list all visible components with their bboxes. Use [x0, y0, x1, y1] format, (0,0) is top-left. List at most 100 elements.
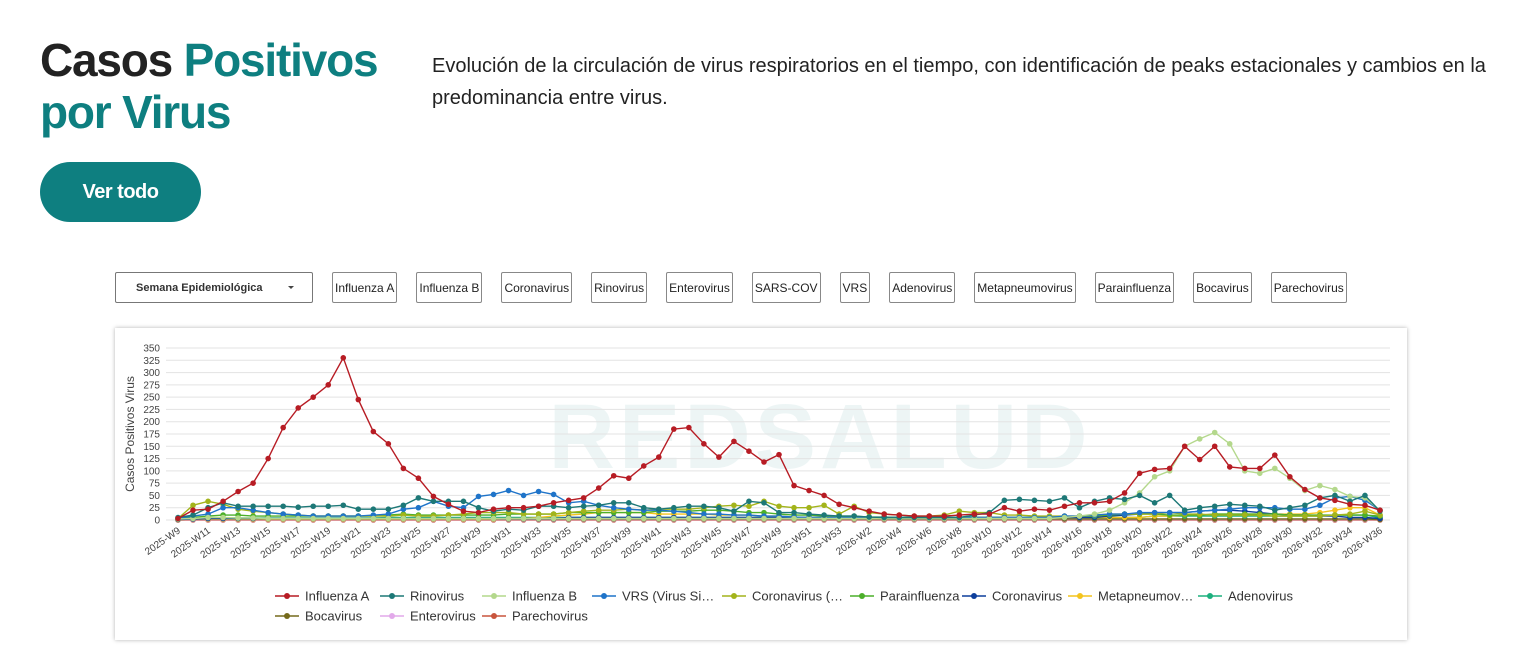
data-point: [1302, 486, 1308, 493]
data-point: [1121, 490, 1128, 496]
data-point: [791, 504, 797, 511]
filter-button[interactable]: Rinovirus: [591, 272, 648, 303]
data-point: [205, 506, 211, 512]
legend-label: Parechovirus: [512, 609, 588, 624]
data-point: [415, 495, 422, 501]
data-point: [686, 424, 692, 431]
data-point: [445, 501, 452, 508]
data-point: [1136, 492, 1143, 499]
data-point: [460, 498, 467, 505]
y-tick-label: 100: [143, 466, 160, 477]
data-point: [250, 507, 256, 513]
data-point: [1136, 470, 1143, 477]
data-point: [205, 498, 211, 505]
filter-button[interactable]: Bocavirus: [1193, 272, 1252, 303]
data-point: [656, 454, 662, 460]
filter-button[interactable]: Influenza A: [332, 272, 398, 303]
data-point: [490, 506, 497, 512]
data-point: [806, 487, 812, 494]
view-all-button[interactable]: Ver todo: [40, 162, 201, 222]
data-point: [265, 509, 271, 516]
data-point: [746, 515, 752, 522]
data-point: [1106, 511, 1113, 517]
data-point: [610, 500, 617, 506]
data-point: [280, 511, 286, 517]
data-point: [265, 503, 271, 510]
data-point: [565, 497, 572, 504]
legend-swatch: [491, 593, 497, 599]
data-point: [595, 515, 602, 522]
data-point: [701, 503, 707, 510]
filter-button[interactable]: Enterovirus: [666, 272, 733, 303]
data-point: [1317, 495, 1323, 501]
data-point: [580, 515, 587, 522]
data-point: [520, 511, 527, 517]
data-point: [686, 509, 692, 516]
data-point: [610, 515, 617, 522]
data-point: [565, 515, 572, 522]
filter-button[interactable]: Coronavirus: [501, 272, 573, 303]
data-point: [1061, 514, 1068, 521]
data-point: [1347, 493, 1353, 500]
filter-button[interactable]: SARS-COV: [751, 272, 821, 303]
data-point: [385, 511, 392, 517]
data-point: [1272, 507, 1278, 513]
data-point: [370, 428, 377, 435]
data-point: [190, 502, 196, 509]
data-point: [956, 512, 963, 518]
data-point: [580, 503, 587, 510]
y-tick-label: 325: [143, 356, 160, 367]
data-point: [250, 503, 256, 510]
data-point: [355, 506, 362, 512]
data-point: [1196, 456, 1203, 463]
filter-button[interactable]: VRS: [839, 272, 871, 303]
filter-button[interactable]: Metapneumovirus: [974, 272, 1076, 303]
data-point: [1001, 504, 1008, 511]
data-point: [1317, 502, 1323, 509]
data-point: [295, 515, 302, 522]
legend-swatch: [859, 593, 865, 599]
data-point: [625, 515, 632, 522]
legend-swatch: [491, 613, 497, 619]
data-point: [475, 493, 482, 500]
data-point: [701, 515, 707, 522]
data-point: [716, 454, 722, 460]
data-point: [1091, 511, 1098, 517]
data-point: [656, 515, 662, 522]
data-point: [1106, 498, 1113, 505]
data-point: [761, 515, 767, 522]
data-point: [1317, 513, 1323, 519]
y-tick-label: 200: [143, 417, 160, 428]
data-point: [550, 500, 557, 506]
filter-button[interactable]: Parechovirus: [1270, 272, 1347, 303]
data-point: [235, 488, 241, 495]
data-point: [1196, 504, 1203, 511]
data-point: [415, 515, 422, 522]
legend-label: VRS (Virus Si…: [622, 589, 714, 604]
filter-button[interactable]: Influenza B: [416, 272, 483, 303]
data-point: [1181, 507, 1188, 513]
data-point: [686, 515, 692, 522]
filter-button[interactable]: Adenovirus: [889, 272, 956, 303]
data-point: [836, 513, 842, 519]
data-point: [505, 504, 512, 511]
data-point: [475, 504, 482, 511]
data-point: [896, 512, 902, 518]
title-part: Positivos por Virus: [40, 34, 379, 138]
data-point: [1121, 511, 1128, 517]
week-dropdown[interactable]: Semana Epidemiológica: [115, 272, 313, 303]
data-point: [1362, 508, 1368, 514]
data-point: [1031, 497, 1038, 504]
data-point: [731, 508, 737, 514]
data-point: [1076, 500, 1083, 506]
data-point: [1091, 500, 1098, 506]
data-point: [1211, 443, 1218, 450]
data-point: [265, 515, 271, 522]
data-point: [926, 513, 933, 519]
data-point: [355, 396, 362, 403]
data-point: [1332, 512, 1338, 518]
data-point: [1076, 504, 1083, 511]
data-point: [1241, 465, 1248, 472]
filter-button[interactable]: Parainfluenza: [1094, 272, 1175, 303]
